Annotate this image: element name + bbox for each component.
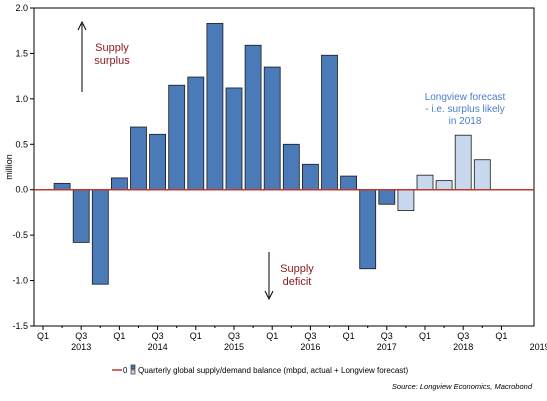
x-tick-label: Q1 xyxy=(343,331,355,341)
surplus-arrow-head xyxy=(77,20,87,31)
y-axis-ticks: 2.0 1.5 1.0 0.5 0.0 -0.5 -1.0 -1.5 xyxy=(12,3,34,331)
actual-bar xyxy=(168,84,186,191)
x-year-label: 2017 xyxy=(377,342,397,352)
plot-frame xyxy=(33,7,535,327)
y-tick-label: -1.5 xyxy=(12,321,28,331)
legend-series-label: Quarterly global supply/demand balance (… xyxy=(138,366,408,375)
x-axis-ticks: Q1 Q3 Q1 Q3 Q1 Q3 Q1 Q3 Q1 Q3 Q1 Q3 Q1 2013 2014 2015 20… xyxy=(37,326,547,352)
forecast-bar xyxy=(435,180,453,191)
deficit-arrow-head xyxy=(264,290,274,301)
legend: 0 Quarterly global supply/demand balance… xyxy=(112,364,408,375)
x-tick-label: Q3 xyxy=(381,331,393,341)
bar-series xyxy=(53,23,491,285)
actual-bar xyxy=(149,133,167,191)
x-year-label: 2014 xyxy=(148,342,168,352)
y-tick-label: 1.0 xyxy=(15,94,28,104)
surplus-annotation: Supply surplus xyxy=(77,20,130,92)
x-tick-label: Q3 xyxy=(75,331,87,341)
y-tick-label: -1.0 xyxy=(12,276,28,286)
x-tick-label: Q1 xyxy=(37,331,49,341)
x-tick-label: Q3 xyxy=(457,331,469,341)
forecast-bar xyxy=(416,174,434,191)
x-tick-label: Q1 xyxy=(266,331,278,341)
x-year-label: 2015 xyxy=(224,342,244,352)
forecast-label-line2: - i.e. surplus likely xyxy=(425,104,504,115)
legend-forecast-swatch xyxy=(130,369,136,375)
deficit-label-line2: deficit xyxy=(283,276,312,288)
surplus-label-line2: surplus xyxy=(94,55,130,67)
actual-bar xyxy=(91,189,109,285)
x-year-label: 2013 xyxy=(71,342,91,352)
y-tick-label: -0.5 xyxy=(12,230,28,240)
x-tick-label: Q3 xyxy=(304,331,316,341)
x-tick-label: Q1 xyxy=(190,331,202,341)
actual-bar xyxy=(72,189,90,243)
x-year-label: 2016 xyxy=(300,342,320,352)
y-tick-label: 0.0 xyxy=(15,185,28,195)
actual-bar xyxy=(301,163,319,191)
forecast-bar xyxy=(397,189,415,212)
actual-bar xyxy=(321,54,338,191)
y-tick-label: 0.5 xyxy=(15,139,28,149)
y-axis-label: million xyxy=(4,154,14,180)
y-tick-label: 2.0 xyxy=(15,3,28,13)
actual-bar xyxy=(187,76,205,191)
surplus-label-line1: Supply xyxy=(95,42,129,54)
forecast-label-line3: in 2018 xyxy=(449,116,482,127)
actual-bar xyxy=(263,66,281,191)
actual-bar xyxy=(53,182,71,191)
forecast-annotation: Longview forecast - i.e. surplus likely … xyxy=(425,92,506,127)
actual-bar xyxy=(225,87,243,191)
x-tick-label: Q1 xyxy=(495,331,507,341)
actual-bar xyxy=(206,23,224,191)
x-tick-label: Q1 xyxy=(419,331,431,341)
x-tick-label: Q1 xyxy=(113,331,125,341)
legend-actual-swatch xyxy=(130,364,136,370)
y-tick-label: 1.5 xyxy=(15,48,28,58)
actual-bar xyxy=(340,175,358,191)
x-year-label: 2019 xyxy=(530,342,547,352)
actual-bar xyxy=(282,143,300,191)
actual-bar xyxy=(111,177,128,191)
x-year-label: 2018 xyxy=(453,342,473,352)
forecast-bar xyxy=(473,159,491,191)
source-note: Source: Longview Economics, Macrobond xyxy=(392,382,533,391)
x-tick-label: Q3 xyxy=(228,331,240,341)
actual-bar xyxy=(244,44,262,191)
actual-bar xyxy=(359,189,377,270)
actual-bar xyxy=(130,126,147,191)
forecast-label-line1: Longview forecast xyxy=(425,92,506,103)
x-tick-label: Q3 xyxy=(152,331,164,341)
deficit-annotation: Supply deficit xyxy=(264,252,314,301)
actual-bar xyxy=(378,189,396,205)
forecast-bar xyxy=(454,134,472,191)
deficit-label-line1: Supply xyxy=(280,263,314,275)
legend-zero-label: 0 xyxy=(123,366,128,375)
